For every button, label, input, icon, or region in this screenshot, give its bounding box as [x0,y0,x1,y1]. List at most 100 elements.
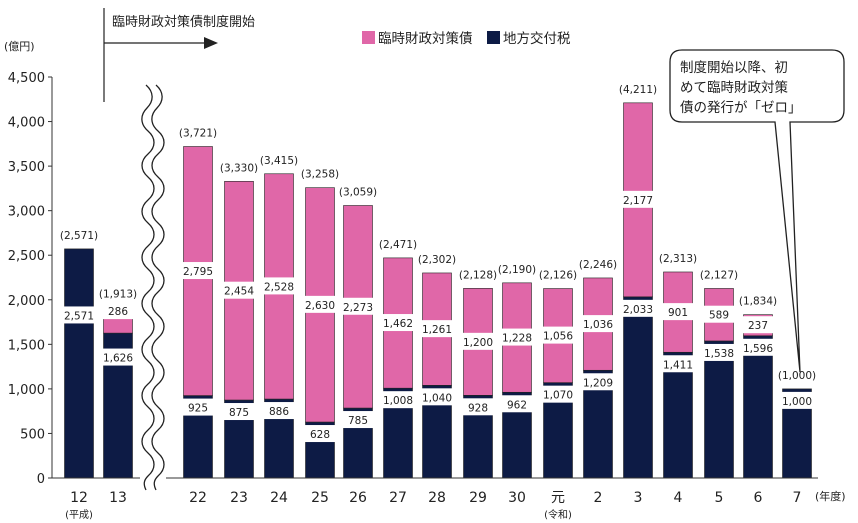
value-label-bg [703,343,735,361]
x-tick-label: 24 [270,490,288,506]
y-tick-label: 2,500 [8,249,45,264]
total-label: (2,302) [418,254,456,266]
value-label-rinzai: 2,273 [343,302,373,314]
legend-swatch-koufuzei [487,31,500,44]
total-label: (3,721) [179,128,217,140]
value-label-rinzai: 237 [748,320,768,332]
total-label: (3,258) [301,169,339,181]
y-tick-label: 2,000 [8,294,45,309]
value-label-bg [742,316,774,334]
value-label-koufuzei: 1,008 [383,395,413,407]
value-label-bg [542,326,574,344]
x-tick-label: 6 [754,490,763,506]
callout-line-2: めて臨時財政対策 [680,79,788,96]
value-label-bg [342,411,374,429]
bar-labels: 2,571 (2,571) 1,626 286 (1,913) 925 2,795 (3,72… [60,84,816,443]
total-label: (3,415) [260,155,298,167]
x-tick-label: 3 [634,490,643,506]
value-label-bg [304,295,336,313]
total-label: (4,211) [619,84,657,96]
legend-label-rinzai: 臨時財政対策債 [378,30,473,47]
x-tick-label: 26 [349,490,367,506]
x-tick-label: 29 [469,490,487,506]
x-tick-label: 22 [189,490,207,506]
value-label-koufuzei: 1,626 [103,353,133,365]
value-label-koufuzei: 1,209 [583,377,613,389]
x-tick-label: 28 [428,490,446,506]
value-label-bg [703,305,735,323]
bar-koufuzei [64,248,94,479]
value-label-bg [304,425,336,443]
value-label-koufuzei: 1,596 [743,343,773,355]
total-label: (2,313) [659,253,697,265]
value-label-bg [421,388,453,406]
x-axis-unit: (年度) [815,489,846,503]
value-label-bg [501,395,533,413]
axis-break-mark [151,84,165,491]
value-label-bg [462,332,494,350]
value-label-koufuzei: 2,571 [64,310,94,322]
value-label-rinzai: 2,630 [305,300,335,312]
value-label-bg [662,303,694,321]
callout-bubble [669,49,845,373]
y-tick-label: 4,000 [8,116,45,131]
value-label-bg [342,297,374,315]
axis-break-mark [141,84,155,491]
total-label: (1,834) [739,296,777,308]
value-label-bg [742,338,774,356]
value-label-rinzai: 1,200 [463,337,493,349]
value-label-koufuzei: 875 [229,407,249,419]
value-label-bg [542,385,574,403]
x-tick-label: 13 [109,490,127,506]
y-tick-label: 500 [20,427,45,442]
value-label-koufuzei: 628 [310,429,330,441]
total-label: (1,000) [778,370,816,382]
value-label-bg [63,306,95,324]
value-label-rinzai: 2,177 [623,195,653,207]
y-tick-label: 1,500 [8,338,45,353]
value-label-bg [622,299,654,317]
value-label-bg [223,403,255,421]
value-label-koufuzei: 925 [188,403,208,415]
value-label-rinzai: 1,462 [383,318,413,330]
value-label-rinzai: 901 [668,307,688,319]
value-label-koufuzei: 1,000 [782,396,812,408]
era-label: (令和) [544,508,572,521]
y-tick-label: 4,500 [8,71,45,86]
value-label-rinzai: 1,261 [422,324,452,336]
value-label-bg [182,398,214,416]
total-label: (2,127) [700,269,738,281]
x-tick-label: 7 [793,490,802,506]
value-label-rinzai: 286 [108,306,128,318]
x-tick-label: 23 [230,490,248,506]
value-label-bg [582,315,614,333]
value-label-bg [462,398,494,416]
bar-koufuzei [704,340,734,479]
era-label: (平成) [65,509,93,521]
value-label-rinzai: 2,528 [264,281,294,293]
legend-label-koufuzei: 地方交付税 [503,30,571,47]
value-label-bg [263,277,295,295]
value-label-koufuzei: 928 [468,402,488,414]
value-label-bg [781,391,813,409]
total-label: (2,246) [579,259,617,271]
total-label: (3,059) [339,186,377,198]
value-label-koufuzei: 1,411 [663,359,693,371]
bars [64,102,812,479]
bar-koufuzei [623,296,653,479]
total-label: (1,913) [99,289,137,301]
value-label-koufuzei: 2,033 [623,304,653,316]
value-label-bg [102,302,134,320]
callout-line-3: 債の発行が「ゼロ」 [680,100,802,116]
x-tick-label: 25 [311,490,329,506]
value-label-rinzai: 2,454 [224,286,254,298]
value-label-bg [662,355,694,373]
value-label-bg [382,314,414,332]
value-label-rinzai: 1,036 [583,319,613,331]
value-label-koufuzei: 962 [507,399,527,411]
legend-swatch-rinzai [362,31,375,44]
callout-line-1: 制度開始以降、初 [680,59,788,76]
value-label-bg [223,281,255,299]
total-label: (2,571) [60,230,98,242]
value-label-bg [102,348,134,366]
